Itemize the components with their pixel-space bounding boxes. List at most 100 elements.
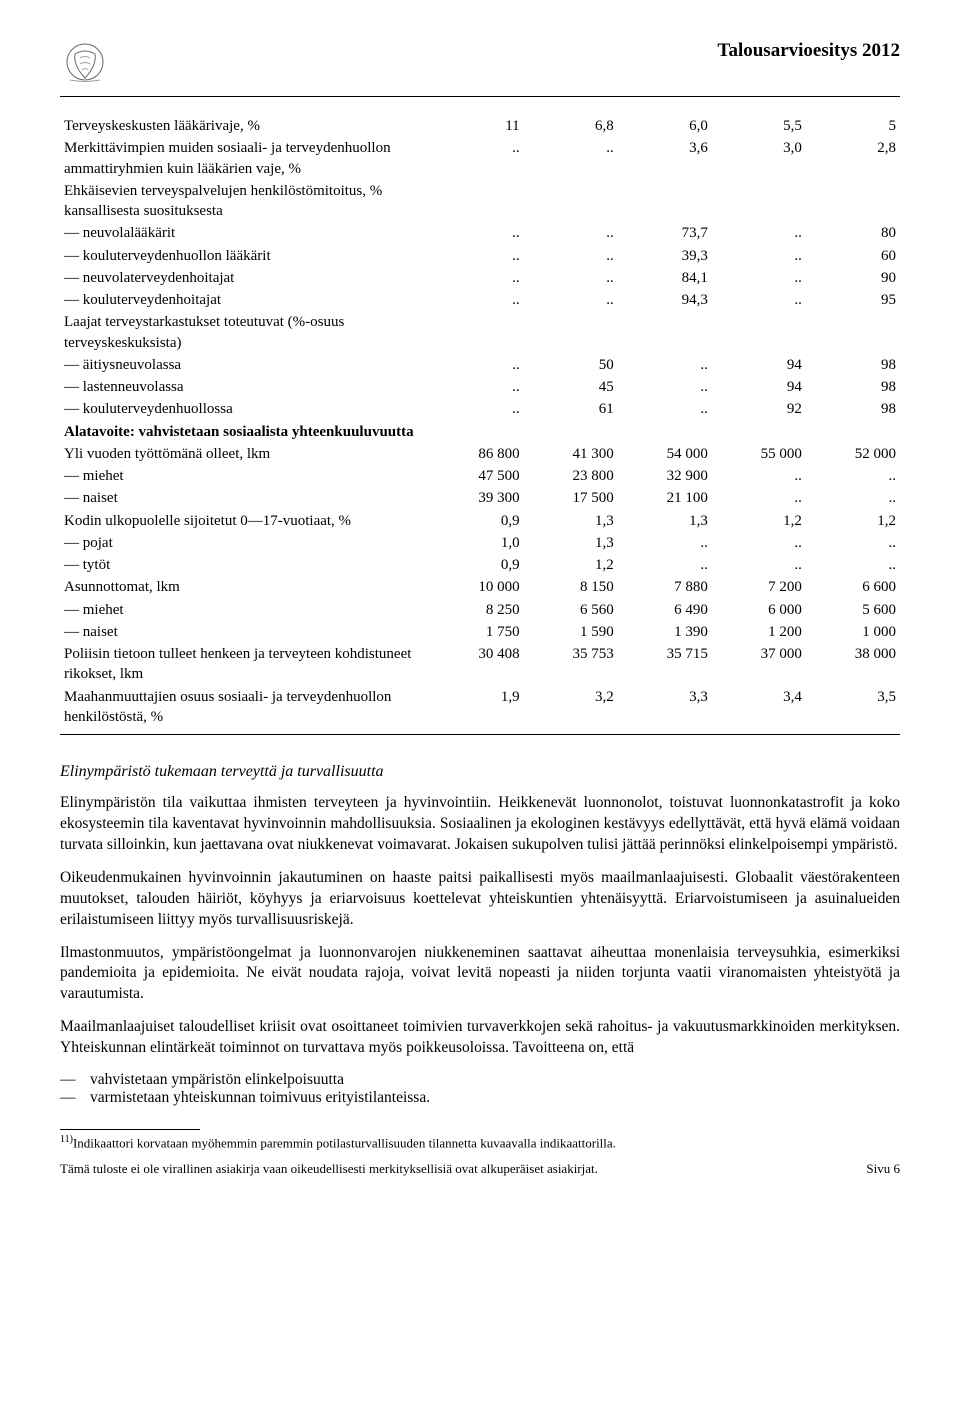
footnote-marker: 11) <box>60 1134 73 1145</box>
row-value: 1,0 <box>430 532 524 554</box>
table-row: — neuvolalääkärit....73,7..80 <box>60 222 900 244</box>
table-row: Laajat terveystarkastukset toteutuvat (%… <box>60 311 900 354</box>
row-value: .. <box>712 222 806 244</box>
row-label: — miehet <box>60 599 430 621</box>
row-label: — naiset <box>60 487 430 509</box>
row-value: 1 390 <box>618 621 712 643</box>
row-label: Merkittävimpien muiden sosiaali- ja terv… <box>60 137 430 180</box>
table-row: Kodin ulkopuolelle sijoitetut 0—17-vuoti… <box>60 510 900 532</box>
row-value <box>618 311 712 354</box>
table-row: Ehkäisevien terveyspalvelujen henkilöstö… <box>60 180 900 223</box>
row-value: 84,1 <box>618 267 712 289</box>
row-label: Laajat terveystarkastukset toteutuvat (%… <box>60 311 430 354</box>
row-value: 1,3 <box>524 510 618 532</box>
table-row: — naiset1 7501 5901 3901 2001 000 <box>60 621 900 643</box>
row-value: 98 <box>806 398 900 420</box>
row-value: .. <box>806 487 900 509</box>
row-value <box>712 311 806 354</box>
table-bottom-rule <box>60 734 900 735</box>
row-value: 35 753 <box>524 643 618 686</box>
row-value: 0,9 <box>430 554 524 576</box>
row-value: 6 490 <box>618 599 712 621</box>
row-value: 3,5 <box>806 686 900 729</box>
row-value: 1,3 <box>524 532 618 554</box>
row-value: 55 000 <box>712 443 806 465</box>
coat-of-arms-icon <box>60 40 110 90</box>
row-value: .. <box>618 554 712 576</box>
document-title: Talousarvioesitys 2012 <box>718 40 900 62</box>
row-value: 32 900 <box>618 465 712 487</box>
row-value: .. <box>618 354 712 376</box>
row-value <box>430 311 524 354</box>
row-value: .. <box>524 289 618 311</box>
row-value: 52 000 <box>806 443 900 465</box>
row-value: .. <box>712 245 806 267</box>
row-value: 5,5 <box>712 115 806 137</box>
row-value: 98 <box>806 354 900 376</box>
row-value: 39,3 <box>618 245 712 267</box>
row-value: 1 590 <box>524 621 618 643</box>
row-value: 94 <box>712 354 806 376</box>
paragraph: Ilmastonmuutos, ympäristöongelmat ja luo… <box>60 943 900 1006</box>
row-value: 8 150 <box>524 576 618 598</box>
table-row: — kouluterveydenhoitajat....94,3..95 <box>60 289 900 311</box>
row-value: .. <box>712 554 806 576</box>
row-value: 11 <box>430 115 524 137</box>
row-value <box>618 421 712 443</box>
row-value: .. <box>524 137 618 180</box>
row-value: 45 <box>524 376 618 398</box>
row-label: — neuvolaterveydenhoitajat <box>60 267 430 289</box>
row-value: 23 800 <box>524 465 618 487</box>
row-value: 80 <box>806 222 900 244</box>
row-value: .. <box>618 532 712 554</box>
footnote: 11)Indikaattori korvataan myöhemmin pare… <box>60 1134 900 1151</box>
row-value: 98 <box>806 376 900 398</box>
list-item: varmistetaan yhteiskunnan toimivuus erit… <box>90 1089 900 1107</box>
row-value: .. <box>618 376 712 398</box>
table-row: — miehet8 2506 5606 4906 0005 600 <box>60 599 900 621</box>
row-value: 3,2 <box>524 686 618 729</box>
row-value: 3,4 <box>712 686 806 729</box>
row-label: — tytöt <box>60 554 430 576</box>
bullet-list: vahvistetaan ympäristön elinkelpoisuutta… <box>60 1071 900 1107</box>
indicators-table: Terveyskeskusten lääkärivaje, %116,86,05… <box>60 115 900 728</box>
row-value: 7 880 <box>618 576 712 598</box>
row-label: — äitiysneuvolassa <box>60 354 430 376</box>
row-label: Terveyskeskusten lääkärivaje, % <box>60 115 430 137</box>
row-value: .. <box>806 465 900 487</box>
table-row: — neuvolaterveydenhoitajat....84,1..90 <box>60 267 900 289</box>
row-value: .. <box>806 554 900 576</box>
row-label: Maahanmuuttajien osuus sosiaali- ja terv… <box>60 686 430 729</box>
row-value: 61 <box>524 398 618 420</box>
row-value: .. <box>712 289 806 311</box>
row-value: .. <box>524 267 618 289</box>
row-value <box>806 421 900 443</box>
row-value: 1,3 <box>618 510 712 532</box>
row-value: .. <box>524 222 618 244</box>
page-footer: Tämä tuloste ei ole virallinen asiakirja… <box>60 1161 900 1177</box>
page: Talousarvioesitys 2012 Terveyskeskusten … <box>0 0 960 1207</box>
row-value: 3,6 <box>618 137 712 180</box>
row-value: 94,3 <box>618 289 712 311</box>
row-value: 6 000 <box>712 599 806 621</box>
table-row: — kouluterveydenhuollossa..61..9298 <box>60 398 900 420</box>
row-value: 1,2 <box>806 510 900 532</box>
row-value: .. <box>430 289 524 311</box>
row-value: .. <box>524 245 618 267</box>
row-value: .. <box>430 398 524 420</box>
row-value: .. <box>430 267 524 289</box>
page-number: Sivu 6 <box>866 1161 900 1177</box>
row-value: 60 <box>806 245 900 267</box>
row-value <box>712 421 806 443</box>
row-label: Asunnottomat, lkm <box>60 576 430 598</box>
table-row: Maahanmuuttajien osuus sosiaali- ja terv… <box>60 686 900 729</box>
footer-disclaimer: Tämä tuloste ei ole virallinen asiakirja… <box>60 1161 598 1177</box>
row-value: 6 560 <box>524 599 618 621</box>
table-row: Asunnottomat, lkm10 0008 1507 8807 2006 … <box>60 576 900 598</box>
row-label: — lastenneuvolassa <box>60 376 430 398</box>
row-value: 37 000 <box>712 643 806 686</box>
row-value: .. <box>712 487 806 509</box>
table-row: — tytöt0,91,2...... <box>60 554 900 576</box>
row-value: .. <box>430 245 524 267</box>
row-value <box>806 180 900 223</box>
